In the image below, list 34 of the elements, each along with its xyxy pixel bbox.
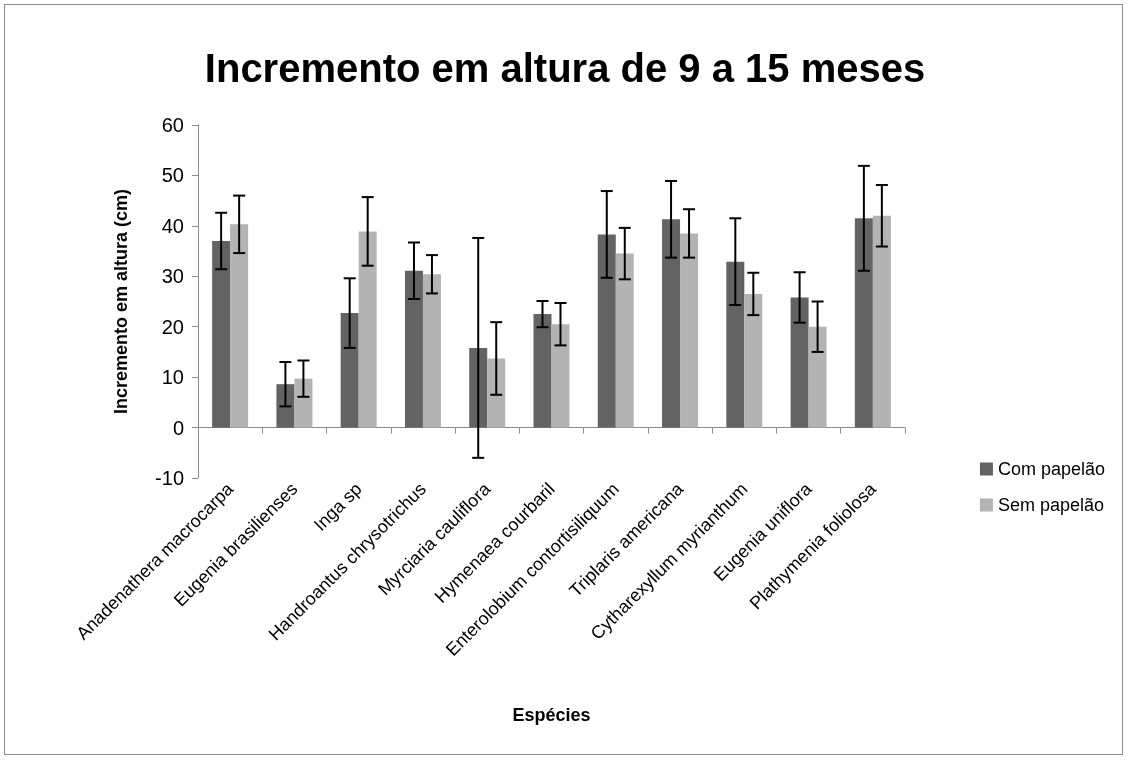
legend-label: Sem papelão	[997, 495, 1105, 515]
bar	[662, 219, 681, 428]
bar	[790, 297, 809, 428]
x-axis-title: Espécies	[512, 705, 591, 725]
y-tick-label: 10	[161, 366, 184, 389]
y-tick-label: 50	[161, 164, 184, 187]
bar	[872, 215, 891, 428]
y-tick-label: 20	[161, 315, 184, 338]
legend-label: Com papelão	[997, 459, 1106, 479]
bar	[726, 261, 745, 428]
bar	[212, 240, 231, 428]
bar	[551, 324, 570, 428]
bar	[808, 326, 827, 428]
y-tick-label: 40	[161, 214, 184, 237]
y-axis-title: Incremento em altura (cm)	[111, 188, 131, 415]
bar	[680, 233, 699, 428]
bar	[422, 274, 441, 428]
y-tick-label: 60	[161, 114, 184, 136]
bar	[744, 293, 763, 428]
bar	[533, 314, 552, 428]
bar	[276, 384, 295, 428]
bar	[404, 270, 423, 428]
bar	[615, 253, 634, 428]
bar	[340, 313, 359, 428]
bar	[487, 358, 506, 428]
y-tick-label: 30	[161, 265, 184, 288]
bar	[854, 218, 873, 428]
bar	[358, 231, 377, 428]
y-tick-label: -10	[155, 467, 184, 489]
bar	[597, 234, 616, 428]
y-tick-label: 0	[172, 416, 184, 439]
chart-title: Incremento em altura de 9 a 15 meses	[204, 46, 926, 90]
bar	[230, 224, 249, 428]
bar	[294, 378, 313, 428]
